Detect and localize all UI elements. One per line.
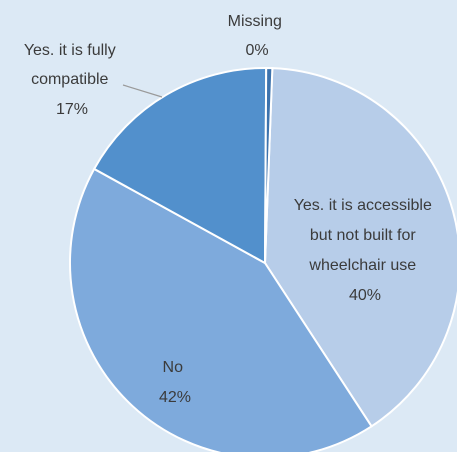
slice-value-missing: 0% xyxy=(245,42,268,59)
slice-label-no-line-1: No xyxy=(163,359,184,376)
pie-slice-fully-compatible xyxy=(92,66,268,265)
slice-label-fully: Yes. it is fully compatible 17% xyxy=(24,42,120,118)
pie-slice-accessible xyxy=(263,67,457,428)
slice-label-accessible: Yes. it is accessible but not built for … xyxy=(294,197,437,304)
slice-label-accessible-line-1: Yes. it is accessible xyxy=(294,197,432,214)
pie-slice-no xyxy=(69,167,373,452)
slice-label-no: No 42% xyxy=(159,359,191,406)
slice-label-accessible-line-2: but not built for xyxy=(310,227,417,244)
leader-line-fully-compatible xyxy=(122,84,163,98)
slice-label-accessible-line-3: wheelchair use xyxy=(308,257,416,274)
slice-label-missing: Missing 0% xyxy=(228,13,287,59)
slice-value-accessible: 40% xyxy=(349,287,381,304)
slice-value-fully: 17% xyxy=(56,101,88,118)
pie-slices xyxy=(69,66,457,452)
slice-label-fully-line-2: compatible xyxy=(31,71,108,88)
slice-label-missing-line-1: Missing xyxy=(228,13,282,30)
slice-label-fully-line-1: Yes. it is fully xyxy=(24,42,116,59)
slice-value-no: 42% xyxy=(159,389,191,406)
pie-slice-missing xyxy=(264,66,274,264)
